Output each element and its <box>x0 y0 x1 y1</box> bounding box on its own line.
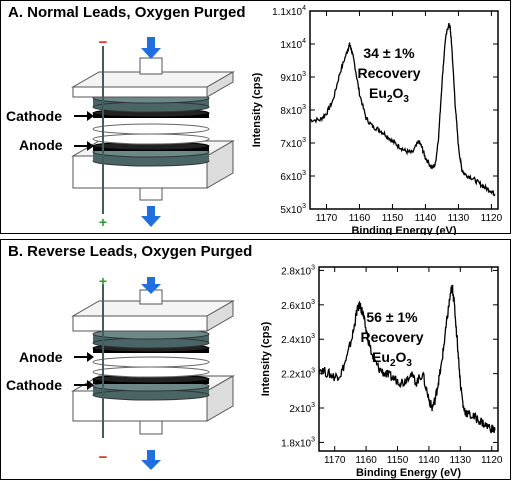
outlet-nozzle <box>139 419 163 435</box>
y-tick-label: 9x103 <box>280 71 306 84</box>
panel-b-svg: + − Anode Cathode 1.8x103 2x103 2.2x103 2.4… <box>6 264 503 479</box>
down-arrow-icon <box>141 37 161 59</box>
spectrum-line <box>309 22 496 197</box>
recovery-value: 56 ± 1% <box>366 309 418 325</box>
bottom-lead-sign: − <box>99 449 108 466</box>
recovery-label: Recovery <box>357 65 420 81</box>
y-tick-label: 6x103 <box>280 170 306 183</box>
cell-diagram-a: − + Cathode Anode <box>6 34 235 230</box>
x-axis-label: Binding Energy (eV) <box>351 225 456 235</box>
plot-frame <box>318 266 499 452</box>
y-axis-ticks: 5x103 6x103 7x103 8x103 9x103 1x104 1.1x104 <box>272 5 498 216</box>
x-tick-label: 1170 <box>316 213 338 224</box>
y-axis-ticks: 1.8x103 2x103 2.2x103 2.4x103 2.6x103 2.8x103 <box>281 264 498 449</box>
outlet-nozzle <box>139 186 163 201</box>
y-axis-label: Intensity (cps) <box>260 321 272 396</box>
y-tick-label: 2.6x103 <box>281 299 315 312</box>
y-tick-label: 5x103 <box>280 203 306 216</box>
inlet-nozzle <box>139 57 163 75</box>
x-axis-ticks: 1170 1160 1150 1140 1130 1120 <box>324 267 503 466</box>
x-tick-label: 1120 <box>481 213 503 224</box>
x-tick-label: 1160 <box>349 213 371 224</box>
upper-electrode-label: Anode <box>19 349 63 365</box>
recovery-label: Recovery <box>360 329 423 345</box>
right-arrow-icon <box>74 141 94 151</box>
x-tick-label: 1150 <box>382 213 404 224</box>
x-tick-label: 1130 <box>448 213 470 224</box>
membrane <box>92 123 210 145</box>
y-axis-label: Intensity (cps) <box>251 72 263 147</box>
y-tick-label: 7x103 <box>280 137 306 150</box>
x-tick-label: 1130 <box>450 455 472 466</box>
x-tick-label: 1150 <box>387 455 409 466</box>
y-tick-label: 2.2x103 <box>281 368 315 381</box>
panel-a: A. Normal Leads, Oxygen Purged <box>0 0 511 235</box>
lower-electrode-label: Anode <box>19 137 63 153</box>
x-axis-ticks: 1170 1160 1150 1140 1130 1120 <box>316 11 503 224</box>
right-arrow-icon <box>74 111 94 121</box>
xps-chart-b: 1.8x103 2x103 2.2x103 2.4x103 2.6x103 2.8x103… <box>260 264 503 479</box>
top-lead-sign: + <box>99 273 107 289</box>
down-arrow-icon <box>141 277 161 294</box>
panel-b-title: B. Reverse Leads, Oxygen Purged <box>8 243 253 260</box>
y-tick-label: 2x103 <box>289 402 315 415</box>
x-tick-label: 1160 <box>355 455 377 466</box>
plot-frame <box>309 10 499 210</box>
lower-electrode-label: Cathode <box>6 377 62 393</box>
y-tick-label: 1.1x104 <box>272 5 306 18</box>
x-axis-label: Binding Energy (eV) <box>356 467 461 479</box>
y-tick-label: 1x104 <box>280 38 306 51</box>
upper-electrode-label: Cathode <box>6 108 62 124</box>
down-arrow-icon <box>141 450 161 470</box>
x-tick-label: 1140 <box>415 213 437 224</box>
x-tick-label: 1170 <box>324 455 346 466</box>
panel-b: B. Reverse Leads, Oxygen Purged <box>0 239 511 480</box>
y-tick-label: 2.4x103 <box>281 333 315 346</box>
top-housing <box>71 71 235 98</box>
panel-a-svg: − + Cathode Anode 5x103 6x103 7x103 8x103 9x… <box>6 5 503 235</box>
bottom-lead-sign: + <box>99 214 107 230</box>
y-tick-label: 8x103 <box>280 104 306 117</box>
x-tick-label: 1120 <box>481 455 503 466</box>
top-plate <box>92 328 210 349</box>
y-tick-label: 1.8x103 <box>281 436 315 449</box>
spectrum-line <box>318 284 496 434</box>
bottom-plate <box>92 146 210 167</box>
cell-diagram-b: + − Anode Cathode <box>6 273 235 470</box>
right-arrow-icon <box>74 352 94 362</box>
x-tick-label: 1140 <box>418 455 440 466</box>
compound-formula: Eu2O3 <box>369 85 409 105</box>
top-lead-sign: − <box>99 34 108 51</box>
y-tick-label: 2.8x103 <box>281 264 315 277</box>
compound-formula: Eu2O3 <box>372 349 412 369</box>
down-arrow-icon <box>141 206 161 227</box>
right-arrow-icon <box>74 380 94 390</box>
xps-chart-a: 5x103 6x103 7x103 8x103 9x103 1x104 1.1x104 11… <box>251 5 503 235</box>
recovery-value: 34 ± 1% <box>363 45 415 61</box>
panel-a-title: A. Normal Leads, Oxygen Purged <box>8 4 246 21</box>
membrane <box>92 356 210 378</box>
top-housing <box>71 300 235 332</box>
